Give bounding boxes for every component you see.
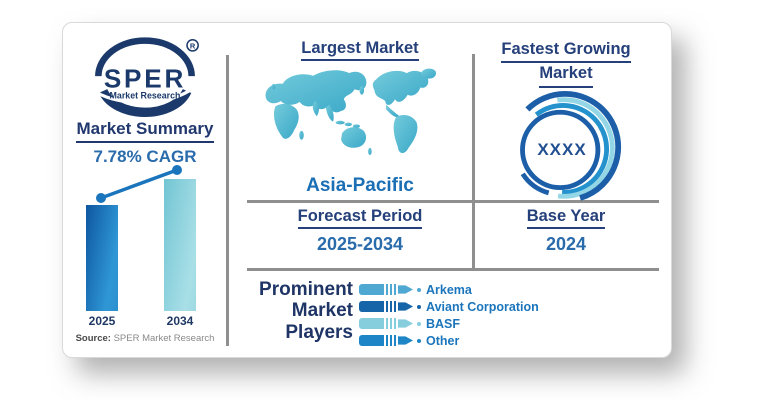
player-row: Other [359, 332, 539, 349]
world-map-icon [247, 65, 473, 173]
player-name: Aviant Corporation [426, 299, 539, 314]
summary-card: SPER Market Research R Market Summary 7.… [62, 22, 672, 358]
player-row: Aviant Corporation [359, 298, 539, 315]
bar-2034 [164, 179, 196, 311]
base-year-value: 2024 [545, 234, 587, 254]
source-label: Source: [75, 333, 111, 344]
bullet-dot-icon [417, 304, 421, 309]
player-bar-icon [359, 301, 413, 312]
player-row: Arkema [359, 281, 539, 298]
largest-market-value: Asia-Pacific [306, 175, 414, 196]
source-text: SPER Market Research [113, 333, 215, 344]
base-year-title-text: Base Year [526, 207, 606, 229]
largest-market-title-text: Largest Market [301, 39, 419, 61]
largest-market-cell: Largest Market [247, 39, 473, 197]
fastest-growing-title-line2: Market [539, 63, 593, 88]
players-title-line2: Market [291, 300, 353, 322]
player-row: BASF [359, 315, 539, 332]
sper-logo: SPER Market Research R [89, 33, 201, 123]
cagr-value: 7.78% CAGR [93, 147, 197, 166]
logo-subtext: Market Research [110, 91, 181, 101]
player-bar-icon [359, 318, 413, 329]
fastest-growing-cell: Fastest Growing Market XXXX [473, 39, 659, 206]
player-bar-icon [359, 335, 413, 346]
bar-label-2025: 2025 [88, 314, 116, 328]
players-list: Arkema Aviant Corporation BASF [359, 281, 539, 349]
fastest-growing-value: XXXX [537, 139, 587, 159]
market-summary-title: Market Summary [63, 119, 227, 143]
base-year-title: Base Year [473, 207, 659, 229]
divider-vertical-left [226, 55, 229, 346]
trend-line-icon [96, 165, 182, 203]
growth-ring-icon: XXXX [508, 90, 624, 206]
player-bar-icon [359, 284, 413, 295]
cagr-bar-chart: 2025 2034 [75, 163, 215, 329]
registered-mark-icon: R [190, 42, 196, 51]
source-note: Source: SPER Market Research [63, 333, 227, 344]
fastest-growing-title: Fastest Growing Market [473, 39, 659, 88]
bar-label-2034: 2034 [166, 314, 194, 328]
player-name: BASF [426, 316, 461, 331]
forecast-period-title-text: Forecast Period [297, 207, 423, 229]
divider-vertical-right [472, 54, 475, 269]
players-title: Prominent Market Players [247, 279, 353, 343]
logo-text: SPER [104, 63, 186, 93]
forecast-period-title: Forecast Period [247, 207, 473, 229]
market-summary-title-text: Market Summary [76, 119, 214, 143]
base-year-cell: Base Year 2024 [473, 207, 659, 255]
player-name: Other [426, 333, 460, 348]
bar-2025 [86, 205, 118, 311]
bullet-dot-icon [417, 287, 421, 292]
largest-market-title: Largest Market [247, 39, 473, 61]
forecast-period-value: 2025-2034 [316, 234, 404, 254]
fastest-growing-title-line1: Fastest Growing [501, 39, 631, 64]
bullet-dot-icon [417, 338, 421, 343]
sper-logo-icon: SPER Market Research R [94, 37, 199, 117]
players-title-line1: Prominent [259, 279, 353, 300]
players-title-line3: Players [285, 321, 353, 343]
bullet-dot-icon [417, 321, 421, 326]
forecast-period-cell: Forecast Period 2025-2034 [247, 207, 473, 255]
player-name: Arkema [426, 282, 472, 297]
divider-horizontal-bottom [247, 268, 659, 271]
divider-horizontal-top [247, 200, 659, 203]
